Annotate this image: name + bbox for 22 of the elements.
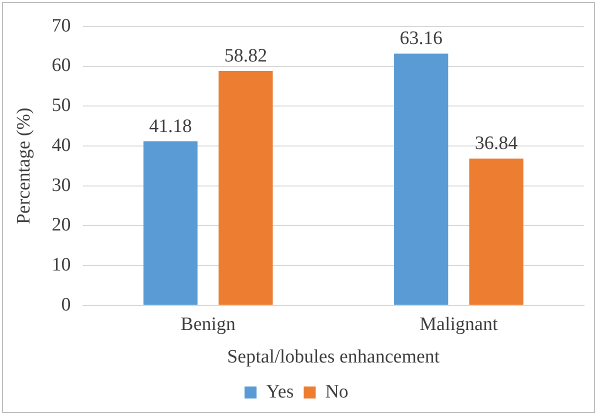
x-axis-title: Septal/lobules enhancement [227, 346, 440, 368]
x-tick-label: Benign [180, 314, 236, 335]
y-tick-label: 10 [52, 254, 71, 276]
legend-label: No [325, 381, 348, 402]
data-label: 41.18 [149, 116, 192, 137]
y-tick-label: 20 [52, 214, 71, 236]
data-label: 63.16 [400, 28, 442, 50]
bar [469, 158, 524, 305]
legend-label: Yes [266, 381, 294, 402]
x-tick-label: Malignant [420, 314, 498, 335]
y-axis-title: Percentage (%) [13, 108, 34, 224]
y-tick-label: 0 [61, 294, 71, 316]
y-tick-label: 50 [52, 95, 71, 116]
data-label: 58.82 [224, 45, 268, 66]
data-label: 36.84 [474, 133, 518, 154]
y-tick-label: 70 [52, 15, 71, 36]
y-tick-label: 60 [52, 55, 71, 76]
bar [394, 54, 448, 305]
bar [143, 141, 198, 305]
bar [218, 70, 273, 305]
y-tick-label: 30 [52, 174, 71, 196]
y-tick-label: 40 [52, 134, 71, 156]
